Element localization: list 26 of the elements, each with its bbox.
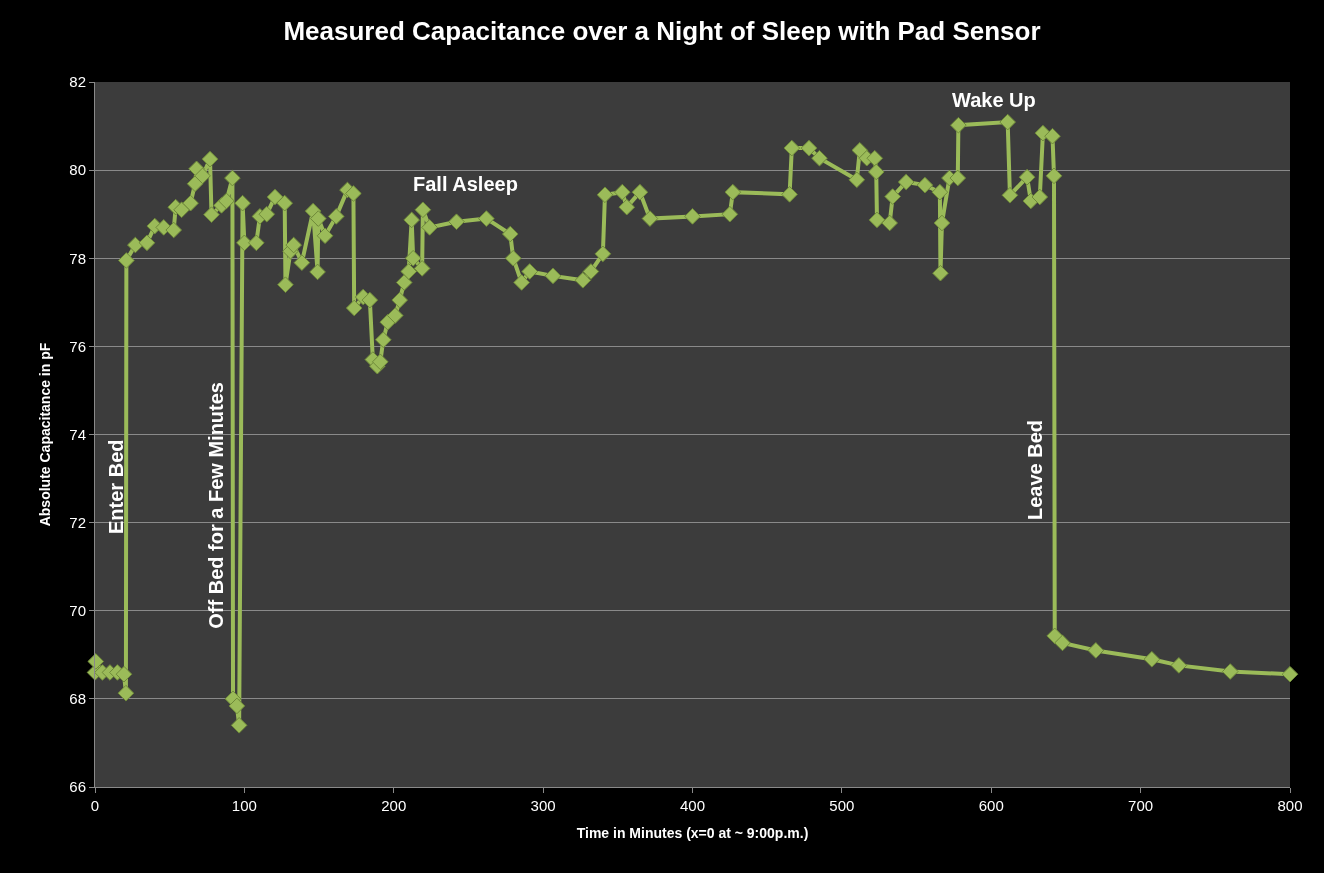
x-tick-label: 500 [829,797,855,814]
x-tick-label: 400 [679,797,706,814]
x-tick-label: 200 [381,797,407,814]
annotation: Wake Up [952,89,1036,111]
y-tick-label: 82 [69,73,86,91]
x-axis-title: Time in Minutes (x=0 at ~ 9:00p.m.) [576,825,809,842]
y-tick-label: 72 [69,513,86,531]
x-tick-label: 100 [231,797,257,814]
y-axis-title: Absolute Capacitance in pF [36,342,53,527]
annotation: Enter Bed [104,439,127,534]
y-tick-label: 74 [69,425,86,443]
annotation: Leave Bed [1023,419,1046,521]
x-tick-label: 700 [1128,797,1154,814]
chart-title: Measured Capacitance over a Night of Sleep with Pad Sensor [283,16,1041,47]
x-tick-label: 800 [1277,797,1303,814]
y-tick-label: 76 [69,337,86,355]
annotation: Off Bed for a Few Minutes [204,382,227,629]
y-tick-label: 70 [69,602,86,619]
y-tick-label: 66 [69,778,86,796]
y-tick-label: 78 [69,249,86,267]
x-tick-label: 0 [90,797,100,814]
x-tick-label: 300 [530,797,556,814]
y-tick-label: 68 [69,690,86,708]
annotation: Fall Asleep [413,173,518,195]
y-tick-label: 80 [69,161,86,179]
x-tick-label: 600 [978,797,1004,814]
